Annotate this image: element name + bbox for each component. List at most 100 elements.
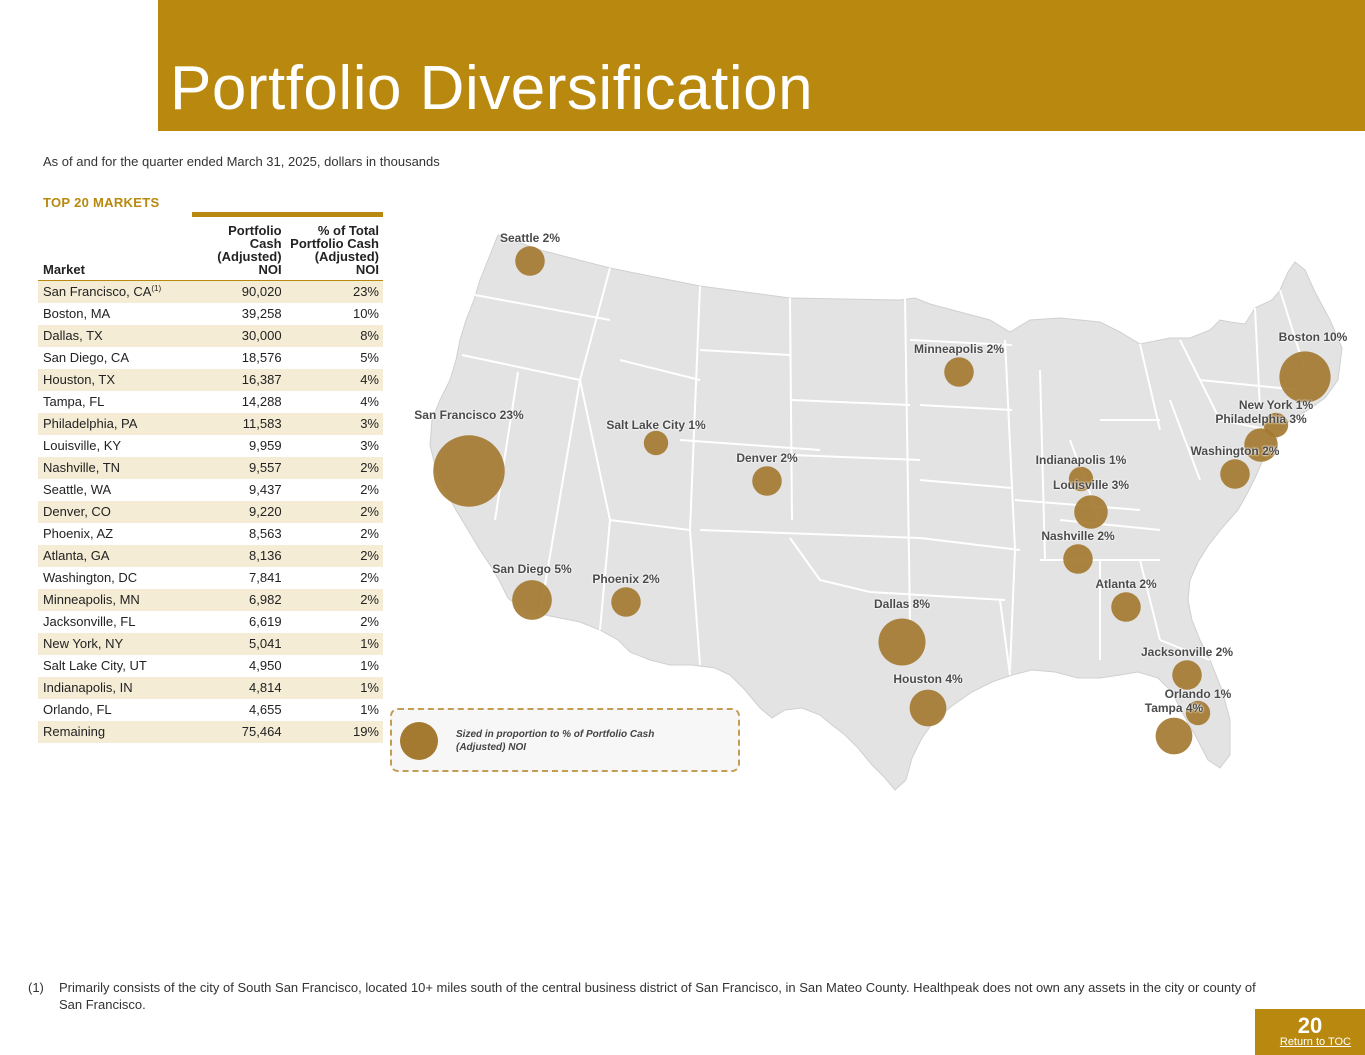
city-bubble [1185,700,1211,726]
cell-noi: 75,464 [197,721,286,743]
col-header-market: Market [38,220,197,281]
state-border [1254,307,1261,411]
cell-market: Atlanta, GA [38,545,197,567]
table-row: Orlando, FL 4,655 1% [38,699,383,721]
market-name: Dallas, TX [43,328,103,343]
state-border [619,359,701,381]
state-border [679,439,821,451]
city-label: Tampa 4% [1144,701,1204,715]
cell-noi: 9,437 [249,482,282,497]
cell-pct: 3% [360,438,379,453]
city-bubble [611,587,641,617]
cell-pct: 4% [285,369,383,391]
city-bubble [1172,660,1202,690]
cell-pct: 23% [285,280,383,303]
city-label: San Francisco 23% [414,408,524,422]
cell-market: Remaining [38,721,197,743]
city-label: Denver 2% [736,451,798,465]
page-number-box: 20 Return to TOC [1255,1009,1365,1055]
cell-noi: 11,583 [197,413,286,435]
header-rule [192,212,383,217]
table-row: Seattle, WA 9,437 2% [38,479,383,501]
city-label: New York 1% [1238,398,1314,412]
table-body: San Francisco, CA(1) 90,020 23% Boston, MA 3… [38,280,383,743]
table-row: Louisville, KY 9,959 3% [38,435,383,457]
city-label: San Diego 5% [492,562,572,576]
city-bubble [1220,459,1250,489]
state-border [1059,519,1161,531]
city-bubble [1279,351,1331,403]
state-border [904,297,911,621]
city-bubble [1068,466,1094,492]
cell-market: Nashville, TN [38,457,197,479]
table-row: Dallas, TX 30,000 8% [38,325,383,347]
cell-market: Jacksonville, FL [38,611,197,633]
title-banner: Portfolio Diversification [158,0,1365,131]
cell-noi: 9,557 [197,457,286,479]
table-row: Atlanta, GA 8,136 2% [38,545,383,567]
city-bubble [512,580,552,620]
state-border [474,294,611,321]
table-row: San Diego, CA 18,576 5% [38,347,383,369]
state-border [919,404,1013,411]
cell-pct: 3% [285,413,383,435]
city-bubble [752,466,782,496]
table-row: New York, NY 5,041 1% [38,633,383,655]
city-bubble [643,430,669,456]
city-label: Jacksonville 2% [1140,645,1234,659]
state-border [579,267,611,381]
table-row: Indianapolis, IN 4,814 1% [38,677,383,699]
market-name: Jacksonville, FL [43,614,136,629]
cell-market: Denver, CO [38,501,197,523]
state-border [1009,549,1016,671]
market-name: Washington, DC [43,570,138,585]
cell-pct: 1% [285,677,383,699]
city-bubble [944,357,974,387]
market-name: San Francisco, CA [43,284,152,299]
state-border [1004,339,1016,551]
cell-market: Washington, DC [38,567,197,589]
return-to-toc-link[interactable]: Return to TOC [1279,1036,1351,1048]
market-name: Atlanta, GA [43,548,110,563]
city-label: Minneapolis 2% [913,342,1005,356]
state-border [909,339,1013,346]
city-label: Nashville 2% [1041,529,1115,543]
table-row: Nashville, TN 9,557 2% [38,457,383,479]
city-bubble [1111,592,1141,622]
city-bubble [433,435,505,507]
market-name: Nashville, TN [43,460,121,475]
city-label: Philadelphia 3% [1215,412,1307,426]
city-label: Dallas 8% [873,597,931,611]
page-subtitle: As of and for the quarter ended March 31… [43,154,440,169]
city-bubble [515,246,545,276]
state-border [919,479,1013,489]
cell-market: Philadelphia, PA [38,413,197,435]
cell-noi: 6,619 [249,614,282,629]
market-name: San Diego, CA [43,350,129,365]
state-border [1159,639,1211,661]
market-name: New York, NY [43,636,124,651]
cell-market: San Diego, CA [38,347,197,369]
cell-pct: 19% [285,721,383,743]
table-row: Minneapolis, MN 6,982 2% [38,589,383,611]
state-border [539,379,581,615]
cell-market: San Francisco, CA(1) [38,280,197,303]
table-row: San Francisco, CA(1) 90,020 23% [38,280,383,303]
table-row: Salt Lake City, UT 4,950 1% [38,655,383,677]
state-border [791,454,921,461]
cell-noi: 4,950 [249,658,282,673]
city-bubble [1074,495,1108,529]
cell-pct: 5% [360,350,379,365]
footnote-text: Primarily consists of the city of South … [59,980,1256,1012]
state-border [789,297,793,521]
footnote-marker: (1) [28,980,44,995]
footnote: (1) Primarily consists of the city of So… [28,979,1278,1013]
city-label: Orlando 1% [1164,687,1232,701]
cell-market: Tampa, FL [38,391,197,413]
cell-pct: 2% [360,570,379,585]
cell-market: Houston, TX [38,369,197,391]
market-name: Tampa, FL [43,394,105,409]
footnote-ref: (1) [151,284,162,293]
city-label: Atlanta 2% [1095,577,1157,591]
cell-noi: 16,387 [197,369,286,391]
